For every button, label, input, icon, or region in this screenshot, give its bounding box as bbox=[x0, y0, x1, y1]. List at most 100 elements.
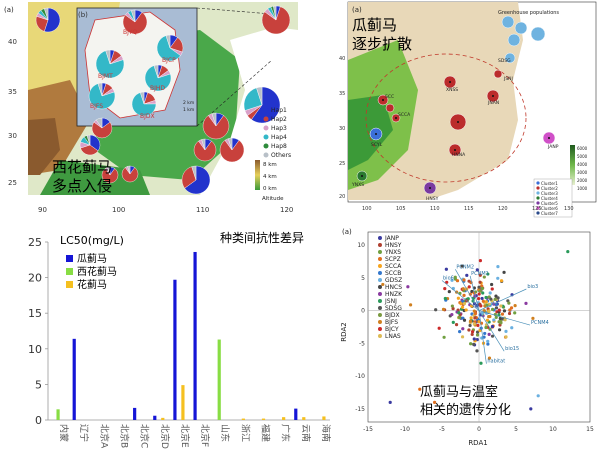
rda-point bbox=[472, 337, 476, 341]
pa-xtick-110: 110 bbox=[196, 206, 209, 214]
rda-point bbox=[418, 387, 422, 391]
haplotype-pie-7-slice bbox=[131, 92, 157, 117]
panel-b-title-1: 瓜蓟马 bbox=[352, 16, 397, 34]
haplotype-pie-7 bbox=[131, 91, 157, 117]
cluster6-swatch bbox=[536, 206, 540, 210]
rda-legend-label: SCCA bbox=[385, 263, 402, 270]
haplotype-pie-6 bbox=[88, 82, 116, 110]
rda-point bbox=[443, 287, 447, 291]
haplotype-pie-0 bbox=[35, 7, 61, 33]
site-dot-6 bbox=[454, 149, 456, 151]
bar-西花蓟马-山东 bbox=[217, 339, 221, 420]
alt-b-6000: 6000 bbox=[577, 146, 588, 151]
rda-point bbox=[480, 284, 484, 288]
rda-point bbox=[492, 318, 496, 322]
rda-legend-swatch bbox=[378, 278, 382, 282]
haplotype-pie-12-slice bbox=[228, 137, 233, 151]
rda-xlabel: RDA1 bbox=[468, 439, 487, 447]
cluster-pie-0 bbox=[501, 15, 515, 29]
cluster7-swatch bbox=[536, 211, 540, 215]
inset-name-bjhd: BJHD bbox=[150, 85, 165, 92]
rda-legend-swatch bbox=[378, 299, 382, 303]
rda-point bbox=[472, 342, 476, 346]
rda-point bbox=[485, 303, 489, 307]
rda-point bbox=[450, 278, 454, 282]
rda-legend-swatch bbox=[378, 306, 382, 310]
haplotype-pie-5-slice bbox=[144, 65, 172, 92]
rda-point bbox=[453, 275, 457, 279]
rda-point bbox=[469, 342, 473, 346]
rda-xtick-label: -15 bbox=[363, 426, 373, 433]
bar-xtick-label: 浙江 bbox=[239, 424, 251, 442]
haplotype-pie-9 bbox=[101, 166, 119, 184]
legend-swatch-xihuajima bbox=[66, 268, 73, 275]
rda-point bbox=[464, 308, 468, 312]
rda-legend-label: BJDX bbox=[385, 312, 400, 319]
legend-swatch-guajima bbox=[66, 255, 73, 262]
panel-d-caption-1: 瓜蓟马与温室 bbox=[420, 384, 498, 400]
rda-legend-swatch bbox=[378, 327, 382, 331]
rda-point bbox=[493, 297, 497, 302]
rda-point bbox=[442, 335, 446, 339]
cluster5-swatch bbox=[536, 201, 540, 205]
rda-legend-swatch bbox=[378, 250, 382, 254]
rda-point bbox=[508, 308, 512, 312]
rda-point bbox=[498, 316, 502, 321]
rda-point bbox=[460, 305, 465, 309]
rda-point bbox=[462, 318, 467, 322]
haplotype-pie-16-slice bbox=[95, 117, 103, 129]
cluster-pies bbox=[356, 15, 556, 195]
inset-name-bjmt: BJMT bbox=[98, 73, 113, 80]
alt-b-3000: 3000 bbox=[577, 170, 588, 175]
rda-point bbox=[504, 335, 508, 339]
bar-xtick-label: 北京F bbox=[199, 424, 211, 447]
rda-legend-label: HNZK bbox=[385, 291, 403, 298]
rda-arrow-PCNM1 bbox=[469, 275, 480, 311]
rda-point bbox=[486, 339, 490, 343]
rda-point bbox=[467, 328, 471, 332]
bar-西花蓟马-内蒙 bbox=[56, 409, 60, 420]
bar-花蓟马-北京E bbox=[181, 385, 185, 420]
rda-point bbox=[467, 279, 471, 283]
panel-a-svg: (b) BJYQ BJCP BJMT BJHD BJFS BJDX 2 km 1… bbox=[0, 0, 300, 222]
bar-axes: 0 5 10 15 20 25 bbox=[28, 236, 330, 427]
legend-swatch-hap4 bbox=[263, 134, 269, 140]
bar-ytick-label: 5 bbox=[35, 378, 42, 391]
rda-point bbox=[486, 342, 490, 346]
site-hnna: HNNA bbox=[452, 152, 466, 158]
legend-swatch-others bbox=[263, 152, 269, 158]
rda-legend-label: LNAS bbox=[385, 333, 401, 340]
panel-d-caption-2: 相关的遗传分化 bbox=[420, 402, 511, 418]
haplotype-legend: Hap1 Hap2 Hap3 Hap4 Hap8 Others bbox=[263, 107, 291, 159]
rda-point bbox=[500, 312, 505, 316]
bar-ytick-label: 15 bbox=[28, 307, 42, 320]
site-dot-4 bbox=[492, 95, 494, 97]
haplotype-pie-6-slice bbox=[97, 82, 103, 97]
legend-label-guajima: 瓜蓟马 bbox=[77, 252, 107, 265]
rda-point bbox=[454, 322, 459, 327]
rda-legend-label: BJCY bbox=[385, 326, 399, 333]
legend-label-hap1: Hap1 bbox=[271, 107, 287, 114]
rda-legend-swatch bbox=[378, 292, 382, 296]
rda-point bbox=[478, 289, 482, 293]
bar-xtick-label: 内蒙 bbox=[58, 424, 70, 442]
cluster-legend-box bbox=[533, 178, 573, 218]
pb-xtick-120: 120 bbox=[498, 206, 508, 212]
rda-point bbox=[487, 332, 491, 336]
rda-legend-label: SDSG bbox=[385, 305, 402, 312]
rda-point bbox=[513, 304, 517, 308]
rda-point bbox=[487, 356, 492, 360]
cluster-pie-1 bbox=[514, 21, 528, 35]
rda-point bbox=[441, 307, 446, 311]
pa-ytick-40: 40 bbox=[8, 38, 17, 46]
rda-point bbox=[479, 361, 483, 365]
haplotype-pie-14-slice bbox=[256, 86, 263, 106]
legend-swatch-hap8 bbox=[263, 143, 269, 149]
site-dot-3 bbox=[449, 81, 451, 83]
altitude-colorbar-b bbox=[570, 145, 575, 185]
site-xnss: XNSS bbox=[446, 87, 458, 93]
site-dot-2 bbox=[375, 133, 377, 135]
alt-b-1000: 1000 bbox=[577, 186, 588, 191]
bar-xtick-label: 北京E bbox=[179, 424, 191, 448]
